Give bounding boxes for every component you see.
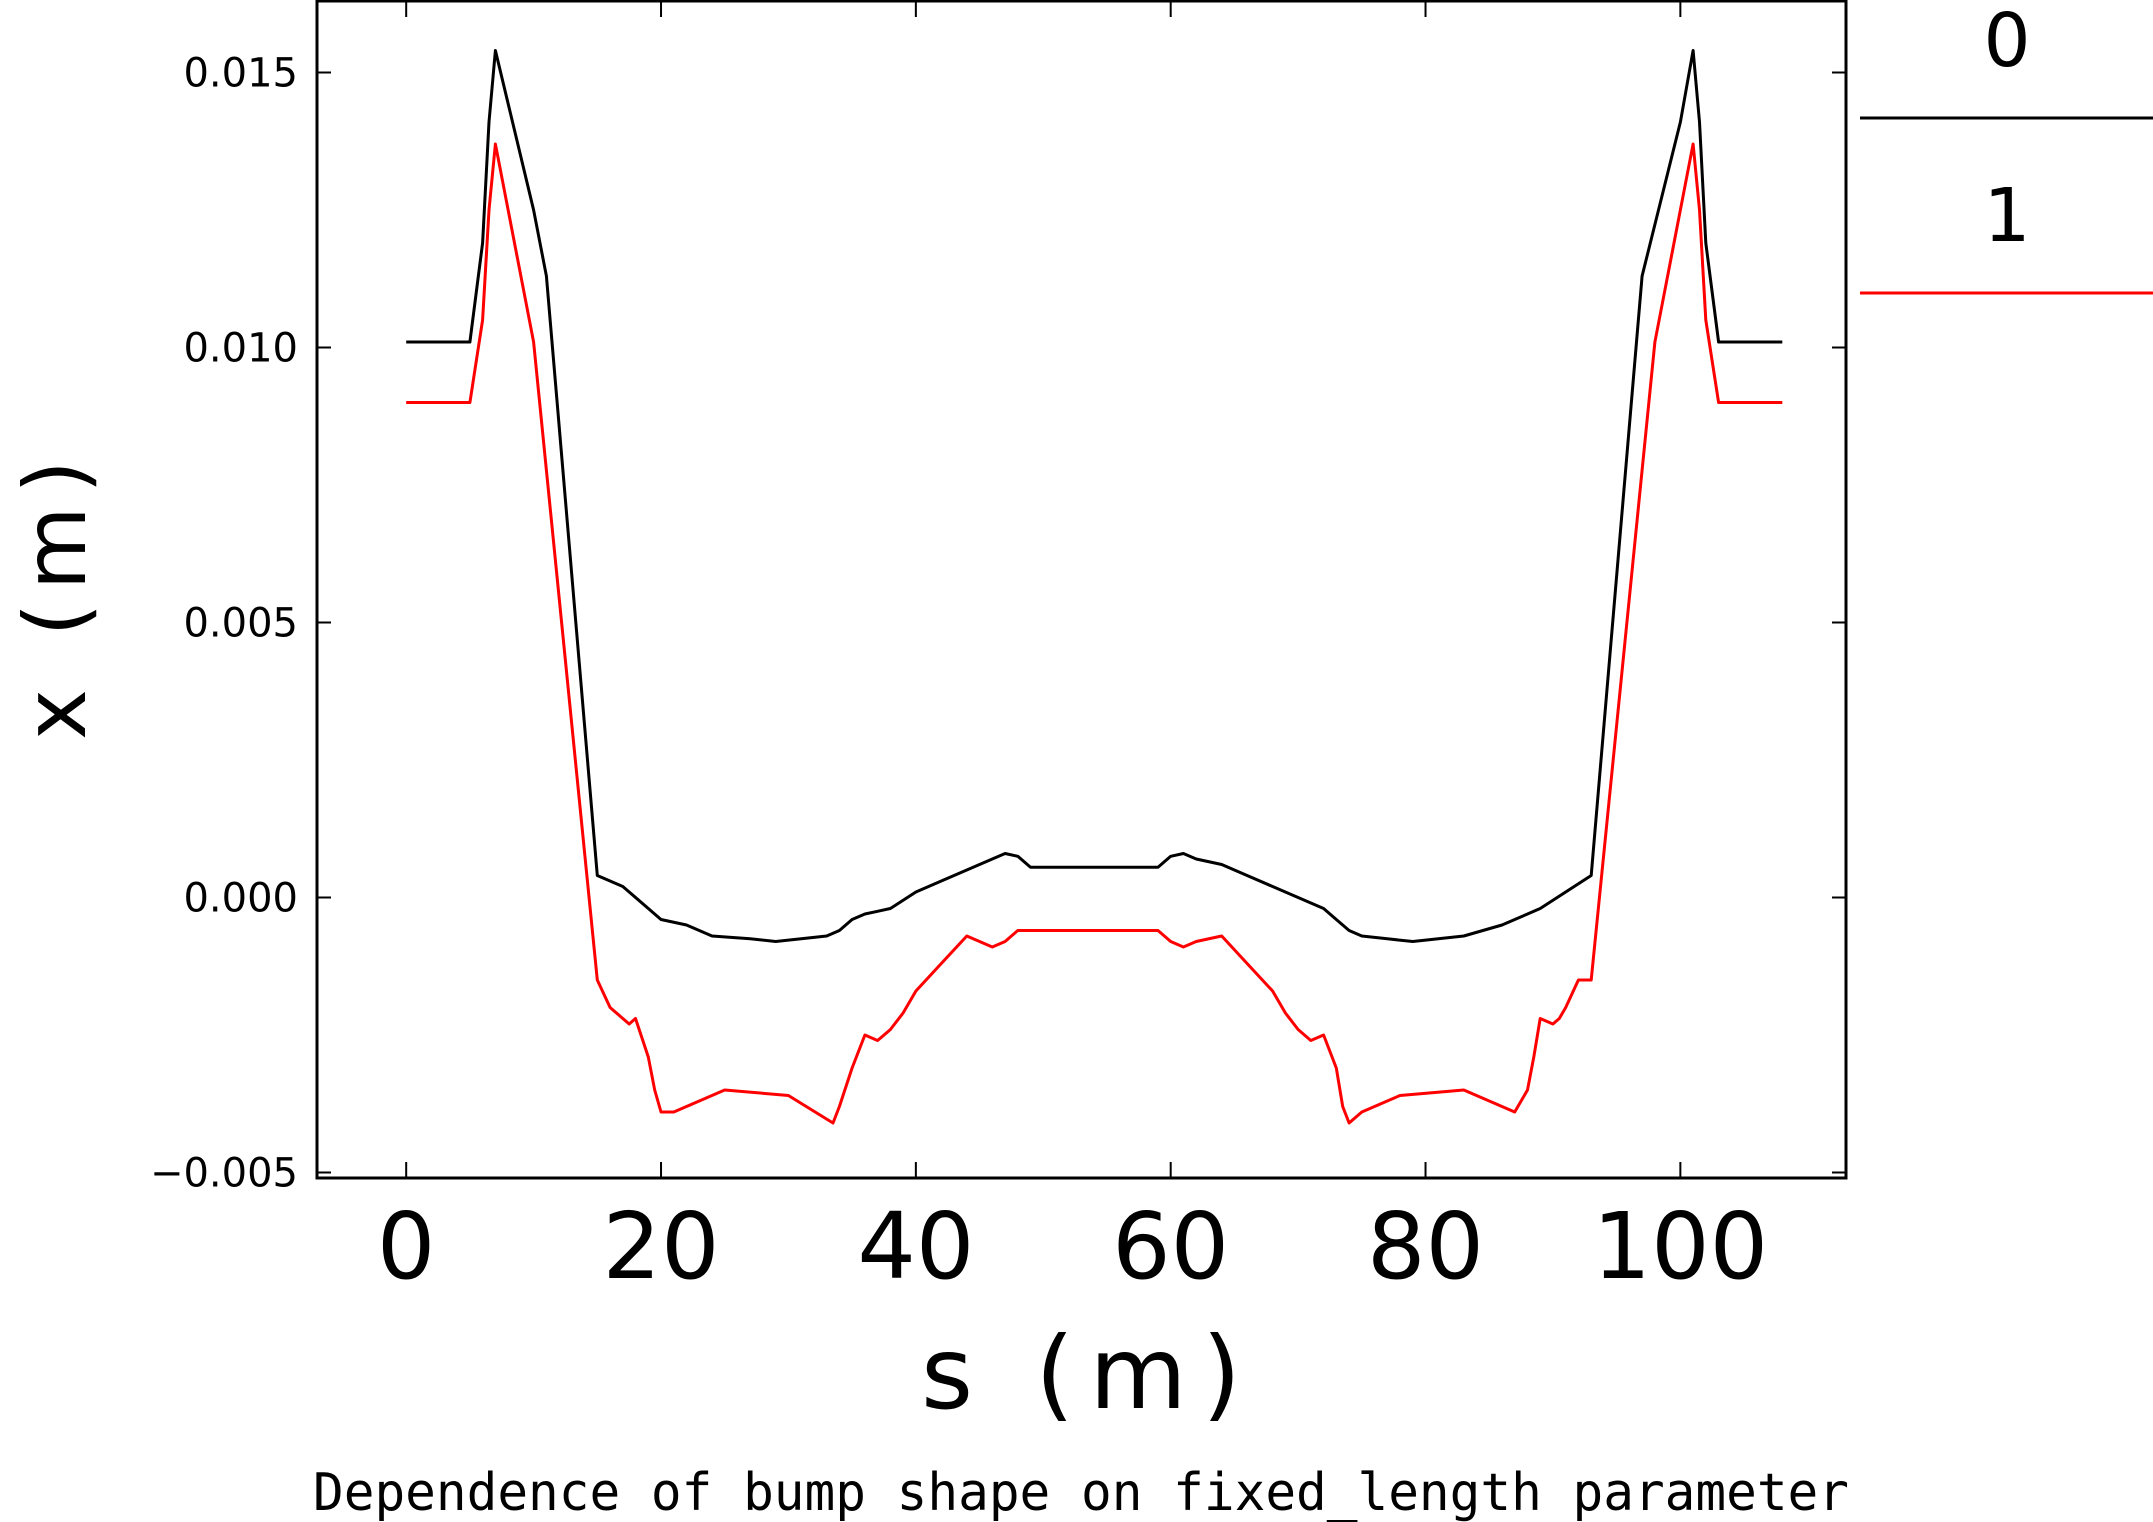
legend: 01 [1860, 0, 2153, 295]
x-tick-label: 40 [857, 1193, 974, 1300]
x-axis-title: s (m) [921, 1315, 1241, 1432]
x-tick-label: 20 [602, 1193, 719, 1300]
y-tick-label: 0.010 [183, 326, 298, 372]
x-tick-label: 60 [1112, 1193, 1229, 1300]
series-line-1 [406, 142, 1783, 1125]
x-tick-label: 0 [377, 1193, 436, 1300]
series-layer [406, 49, 1783, 1125]
series-line-0 [406, 49, 1783, 943]
legend-label: 0 [1983, 0, 2030, 84]
y-tick-label: 0.005 [183, 601, 298, 647]
chart-caption: Dependence of bump shape on fixed_length… [313, 1463, 1849, 1522]
y-axis-ticks: −0.005 0.000 0.005 0.010 0.015 [150, 51, 1846, 1197]
y-tick-label: 0.000 [183, 876, 298, 922]
x-tick-label: 100 [1593, 1193, 1769, 1300]
x-axis-ticks: 0 20 40 60 80 100 [377, 1, 1768, 1300]
y-tick-label: −0.005 [150, 1151, 298, 1197]
x-tick-label: 80 [1367, 1193, 1484, 1300]
y-axis-title: x (m) [6, 460, 106, 740]
plot-frame [315, 0, 1848, 1180]
legend-label: 1 [1983, 173, 2030, 259]
y-tick-label: 0.015 [183, 51, 298, 97]
